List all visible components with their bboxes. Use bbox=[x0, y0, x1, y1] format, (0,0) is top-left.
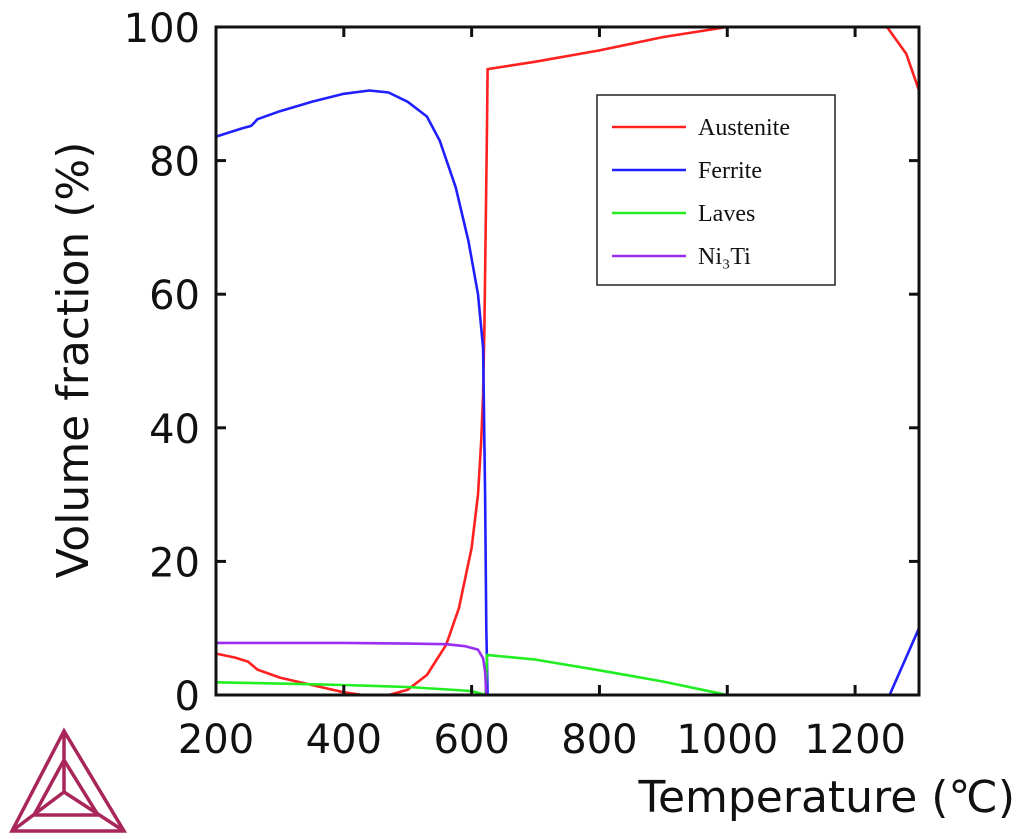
y-tick-label: 20 bbox=[149, 540, 200, 586]
y-tick-label: 100 bbox=[124, 6, 200, 52]
y-tick-label: 80 bbox=[149, 140, 200, 186]
x-tick-label: 1200 bbox=[804, 717, 906, 763]
x-tick-label: 1000 bbox=[676, 717, 778, 763]
series-layer bbox=[216, 27, 919, 695]
legend: Austenite Ferrite Laves Ni₃Ti bbox=[596, 94, 836, 286]
legend-label: Laves bbox=[698, 201, 755, 227]
x-axis-ticks: 200 400 600 800 1000 1200 bbox=[178, 27, 906, 763]
series-line-ferrite-return-4 bbox=[888, 626, 919, 695]
x-axis-title: Temperature (℃) bbox=[638, 772, 1015, 823]
x-tick-label: 200 bbox=[178, 717, 254, 763]
y-tick-label: 0 bbox=[175, 674, 200, 720]
series-line-ni-ti-3 bbox=[216, 641, 488, 695]
y-tick-label: 60 bbox=[149, 273, 200, 319]
x-tick-label: 400 bbox=[306, 717, 382, 763]
legend-label: Ferrite bbox=[698, 158, 762, 184]
y-tick-label: 40 bbox=[149, 407, 200, 453]
x-tick-label: 600 bbox=[433, 717, 509, 763]
legend-label: Ni₃Ti bbox=[698, 244, 751, 270]
plot-frame bbox=[214, 25, 921, 697]
legend-label: Austenite bbox=[698, 115, 790, 141]
thermo-calc-logo-icon bbox=[9, 727, 128, 833]
series-line-austenite-0 bbox=[216, 27, 919, 695]
x-tick-label: 800 bbox=[561, 717, 637, 763]
series-line-ferrite-1 bbox=[216, 89, 489, 695]
y-axis-title: Volume fraction (%) bbox=[48, 142, 99, 579]
y-axis-ticks: 0 20 40 60 80 100 bbox=[124, 6, 919, 720]
